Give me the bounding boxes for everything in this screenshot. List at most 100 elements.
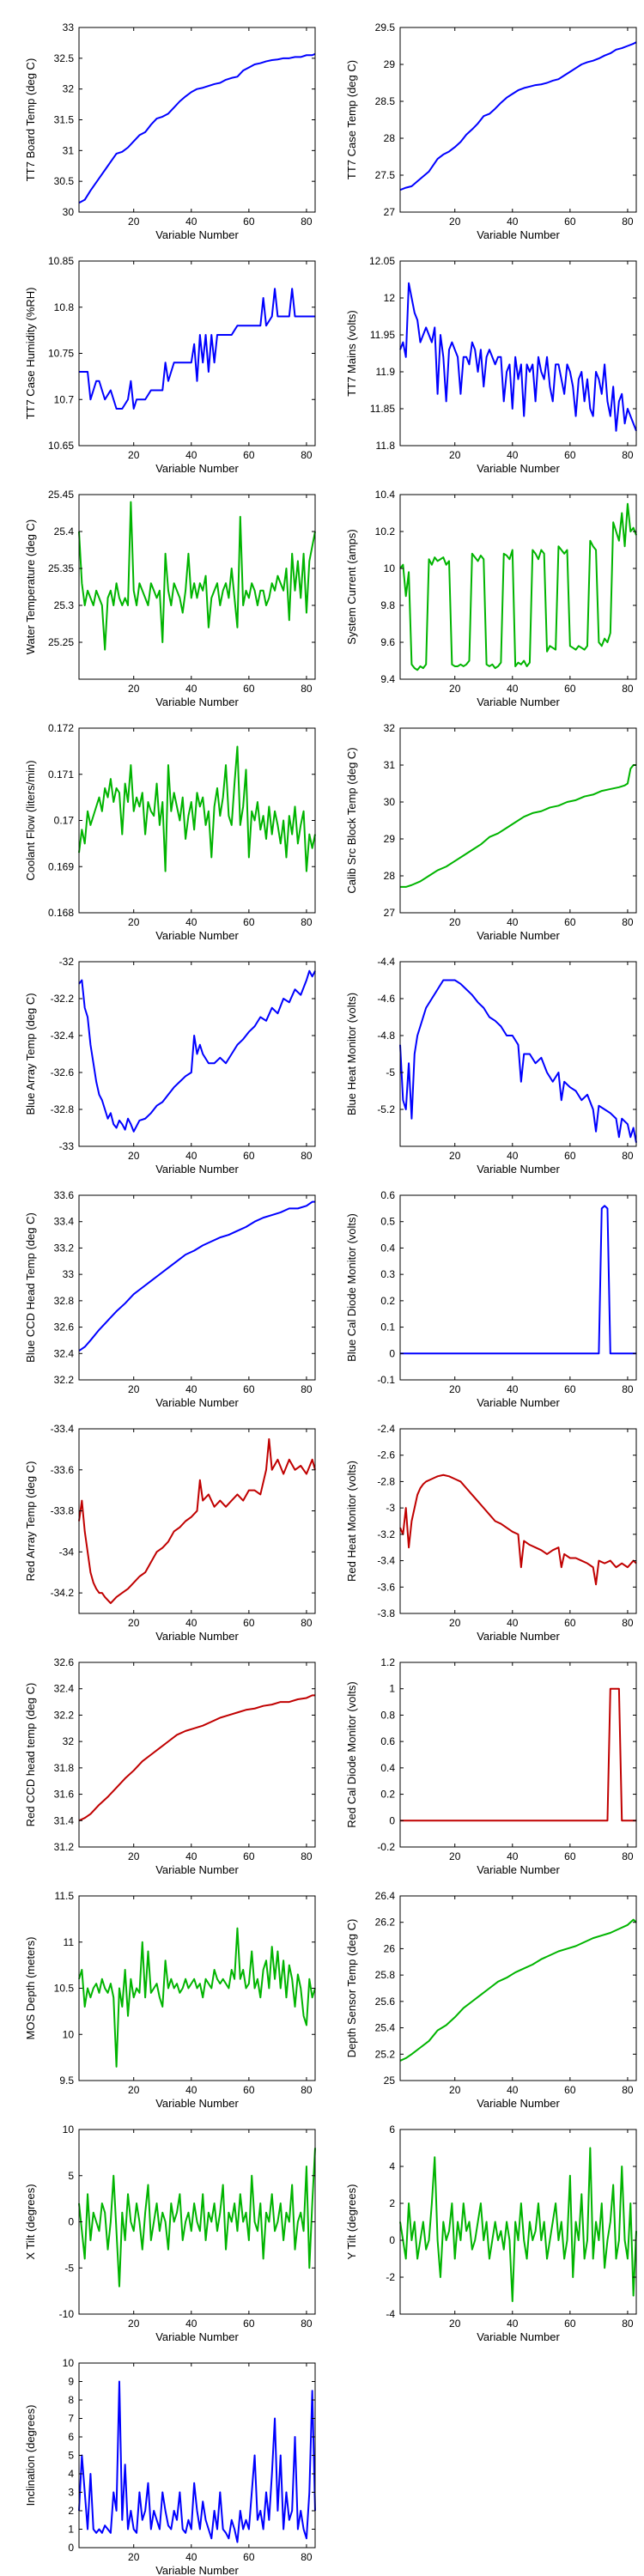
- x-tick-label: 60: [243, 916, 255, 928]
- plot-frame: [399, 2129, 637, 2315]
- chart-11: 20 40 60 80 32.2 32.4 32.6 32.8 33 33.2 33.4 33.6 Va…: [24, 1189, 316, 1409]
- x-tick-label: 60: [564, 1383, 576, 1395]
- x-tick-label: 40: [185, 916, 197, 928]
- y-tick-label: 10: [63, 2357, 75, 2369]
- x-tick-label: 80: [301, 2084, 313, 2096]
- y-tick-label: 10.8: [54, 301, 75, 313]
- series-line: [78, 1200, 315, 1352]
- plot-frame: [399, 494, 637, 680]
- y-tick-label: 11.5: [55, 1890, 75, 1902]
- x-tick-label: 60: [243, 1850, 255, 1862]
- y-tick-label: -34.2: [51, 1587, 75, 1599]
- x-tick-label: 40: [185, 1383, 197, 1395]
- series-line: [79, 288, 315, 410]
- x-tick-label: 20: [449, 683, 461, 695]
- y-tick-label: 28: [384, 870, 396, 882]
- y-tick-label: 25.4: [375, 2022, 396, 2034]
- x-axis-label: Variable Number: [477, 929, 560, 942]
- plot-frame: [399, 727, 637, 914]
- plot-frame: [78, 2362, 316, 2549]
- y-tick-label: 31: [63, 144, 75, 156]
- x-tick-label: 80: [301, 1383, 313, 1395]
- plot-frame: [78, 1662, 316, 1848]
- y-tick-label: 33.6: [54, 1189, 75, 1201]
- y-tick-label: 10.7: [54, 393, 75, 405]
- y-tick-label: 10.5: [54, 1983, 75, 1995]
- series-line: [399, 502, 637, 671]
- y-tick-label: 33.4: [54, 1216, 75, 1228]
- series-line: [399, 41, 637, 191]
- plot-frame: [399, 1895, 637, 2081]
- y-tick-label: 29.5: [375, 21, 396, 33]
- y-tick-label: 32.4: [54, 1347, 75, 1359]
- y-tick-label: 31.4: [54, 1814, 75, 1826]
- chart-18: 20 40 60 80 25 25.2 25.4 25.6 25.8 26 26.2 26.4 Vari…: [345, 1890, 637, 2110]
- y-tick-label: 32: [384, 722, 396, 734]
- y-tick-label: -33.4: [51, 1423, 75, 1435]
- y-tick-label: 11.9: [376, 366, 396, 378]
- y-tick-label: 31.8: [54, 1762, 75, 1774]
- y-tick-label: 31.6: [54, 1789, 75, 1801]
- y-axis-label: Blue Array Temp (deg C): [24, 993, 37, 1115]
- x-tick-label: 60: [243, 683, 255, 695]
- y-tick-label: 0.17: [54, 815, 75, 827]
- y-axis-label: Calib Src Block Temp (deg C): [345, 747, 358, 893]
- y-axis-label: Coolant Flow (liters/min): [24, 760, 37, 880]
- x-tick-label: 20: [449, 916, 461, 928]
- chart-13: 20 40 60 80 -34.2 -34 -33.8 -33.6 -33.4 Variable …: [24, 1423, 316, 1643]
- y-tick-label: -33.6: [51, 1464, 75, 1476]
- y-tick-label: 25.3: [54, 599, 75, 611]
- plot-frame: [78, 1194, 316, 1381]
- x-tick-label: 40: [185, 449, 197, 461]
- chart-6: 20 40 60 80 9.4 9.6 9.8 10 10.2 10.4 Variable Numb…: [345, 489, 637, 708]
- x-tick-label: 20: [128, 683, 140, 695]
- x-tick-label: 60: [243, 1150, 255, 1162]
- y-tick-label: 0.2: [380, 1295, 395, 1307]
- y-tick-label: -33.8: [51, 1505, 75, 1517]
- x-tick-label: 20: [449, 1383, 461, 1395]
- series-line: [78, 2148, 316, 2287]
- y-tick-label: 27: [384, 907, 396, 919]
- x-axis-label: Variable Number: [477, 2330, 560, 2343]
- y-tick-label: 0.3: [380, 1268, 395, 1280]
- x-axis-label: Variable Number: [477, 696, 560, 708]
- x-axis-label: Variable Number: [155, 228, 239, 241]
- plot-frame: [399, 1194, 637, 1381]
- y-tick-label: 31: [384, 759, 396, 771]
- y-tick-label: 32.2: [54, 1374, 75, 1386]
- plot-frame: [78, 727, 316, 914]
- x-tick-label: 40: [507, 449, 519, 461]
- y-tick-label: -34: [59, 1546, 75, 1558]
- chart-5: 20 40 60 80 25.25 25.3 25.35 25.4 25.45 Variable …: [24, 489, 316, 708]
- x-tick-label: 60: [243, 216, 255, 228]
- y-tick-label: 25.6: [375, 1996, 396, 2008]
- y-tick-label: 5: [68, 2450, 74, 2462]
- y-tick-label: -2.4: [377, 1423, 395, 1435]
- y-axis-label: X Tilt (degrees): [24, 2184, 37, 2259]
- y-tick-label: -10: [59, 2308, 75, 2320]
- y-tick-label: 1.2: [380, 1656, 395, 1668]
- y-tick-label: 0: [389, 1347, 395, 1359]
- y-tick-label: 27.5: [375, 169, 396, 181]
- y-tick-label: 30.5: [54, 175, 75, 187]
- y-tick-label: 12: [384, 292, 396, 304]
- chart-3: 20 40 60 80 10.65 10.7 10.75 10.8 10.85 Variable …: [24, 255, 316, 475]
- x-tick-label: 60: [564, 1150, 576, 1162]
- y-tick-label: 7: [68, 2413, 74, 2425]
- x-tick-label: 60: [243, 2318, 255, 2330]
- y-axis-label: Water Temperature (deg C): [24, 519, 37, 655]
- y-tick-label: 9: [68, 2376, 74, 2388]
- y-tick-label: 12.05: [369, 255, 395, 267]
- y-tick-label: -0.1: [377, 1374, 395, 1386]
- x-tick-label: 60: [564, 916, 576, 928]
- y-tick-label: -32.4: [51, 1030, 75, 1042]
- series-line: [399, 1918, 637, 2062]
- y-tick-label: 11.95: [370, 329, 395, 341]
- chart-10: 20 40 60 80 -5.2 -5 -4.8 -4.6 -4.4 Variable Numbe…: [345, 956, 637, 1176]
- y-tick-label: 31.2: [54, 1841, 75, 1853]
- series-line: [78, 745, 316, 872]
- x-tick-label: 60: [243, 1383, 255, 1395]
- y-tick-label: 10.4: [375, 489, 396, 501]
- y-tick-label: 4: [68, 2468, 74, 2480]
- y-tick-label: 32: [63, 1735, 75, 1747]
